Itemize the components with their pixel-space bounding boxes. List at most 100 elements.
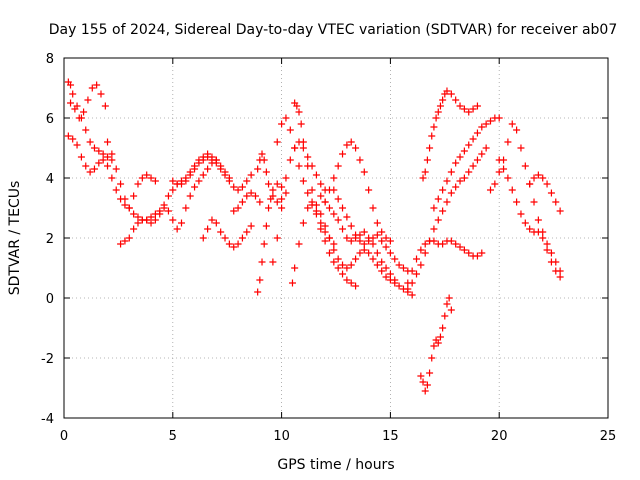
data-point [304,204,312,212]
data-point [517,210,525,218]
data-point [360,168,368,176]
data-point [256,276,264,284]
data-point [295,162,303,170]
data-point [423,381,431,389]
data-point [234,186,242,194]
data-point [204,165,212,173]
data-point [134,219,142,227]
series-track-08 [230,189,264,215]
data-point [439,240,447,248]
data-point [369,255,377,263]
data-point [465,249,473,257]
data-point [408,279,416,287]
data-point [262,222,270,230]
series-track-13 [291,99,360,290]
data-point [330,246,338,254]
data-point [121,237,129,245]
data-point [117,180,125,188]
data-point [360,240,368,248]
data-point [212,159,220,167]
data-point [478,150,486,158]
data-point [369,204,377,212]
data-point [217,165,225,173]
data-point [382,264,390,272]
series-track-14 [288,198,399,287]
data-point [439,96,447,104]
data-point [278,204,286,212]
data-point [434,216,442,224]
data-point [304,189,312,197]
data-point [273,138,281,146]
data-point [317,219,325,227]
data-point [534,216,542,224]
data-point [84,96,92,104]
data-point [262,168,270,176]
data-point [151,216,159,224]
data-point [182,204,190,212]
data-point [469,162,477,170]
data-point [304,153,312,161]
data-point [447,237,455,245]
data-point [382,234,390,242]
data-point [147,219,155,227]
data-point [360,228,368,236]
data-point [428,354,436,362]
data-point [421,240,429,248]
data-point [195,177,203,185]
data-point [317,192,325,200]
data-point [169,177,177,185]
data-point [395,261,403,269]
data-point [378,258,386,266]
data-point [443,177,451,185]
data-point [460,147,468,155]
data-point [404,285,412,293]
data-point [347,222,355,230]
data-point [456,153,464,161]
data-point [343,276,351,284]
data-point [225,240,233,248]
series-track-03 [67,81,109,122]
data-point [204,225,212,233]
data-point [369,240,377,248]
data-point [465,141,473,149]
data-point [513,126,521,134]
data-point [130,225,138,233]
data-point [125,234,133,242]
data-point [495,168,503,176]
series-track-01 [64,78,116,164]
series-track-15 [317,192,416,299]
data-point [441,312,449,320]
data-point [195,159,203,167]
data-point [339,150,347,158]
data-point [88,84,96,92]
data-point [539,174,547,182]
y-tick-label: 6 [46,112,54,127]
data-point [221,234,229,242]
data-point [299,177,307,185]
data-point [513,198,521,206]
data-point [173,225,181,233]
data-point [552,267,560,275]
data-point [386,249,394,257]
data-point [534,171,542,179]
data-point [238,183,246,191]
data-point [295,240,303,248]
data-point [473,102,481,110]
data-point [104,153,112,161]
data-point [69,90,77,98]
data-point [147,213,155,221]
x-tick-label: 20 [491,429,508,444]
y-tick-label: 4 [46,172,54,187]
data-point [90,144,98,152]
data-point [169,186,177,194]
data-point [234,240,242,248]
data-point [430,342,438,350]
data-point [134,180,142,188]
data-point [426,237,434,245]
data-point [230,243,238,251]
data-point [217,228,225,236]
data-point [439,207,447,215]
data-point [413,255,421,263]
data-point [334,162,342,170]
data-point [495,114,503,122]
